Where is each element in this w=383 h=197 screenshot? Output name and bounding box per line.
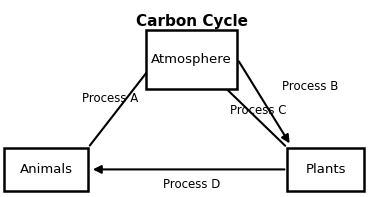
Text: Plants: Plants bbox=[305, 163, 346, 176]
Text: Process B: Process B bbox=[282, 80, 338, 93]
Text: Process C: Process C bbox=[230, 104, 286, 117]
Text: Animals: Animals bbox=[20, 163, 72, 176]
FancyBboxPatch shape bbox=[4, 148, 88, 191]
Text: Carbon Cycle: Carbon Cycle bbox=[136, 14, 247, 29]
Text: Process D: Process D bbox=[163, 178, 220, 191]
FancyBboxPatch shape bbox=[287, 148, 364, 191]
Text: Process A: Process A bbox=[82, 92, 139, 105]
Text: Atmosphere: Atmosphere bbox=[151, 53, 232, 66]
FancyBboxPatch shape bbox=[146, 30, 237, 89]
